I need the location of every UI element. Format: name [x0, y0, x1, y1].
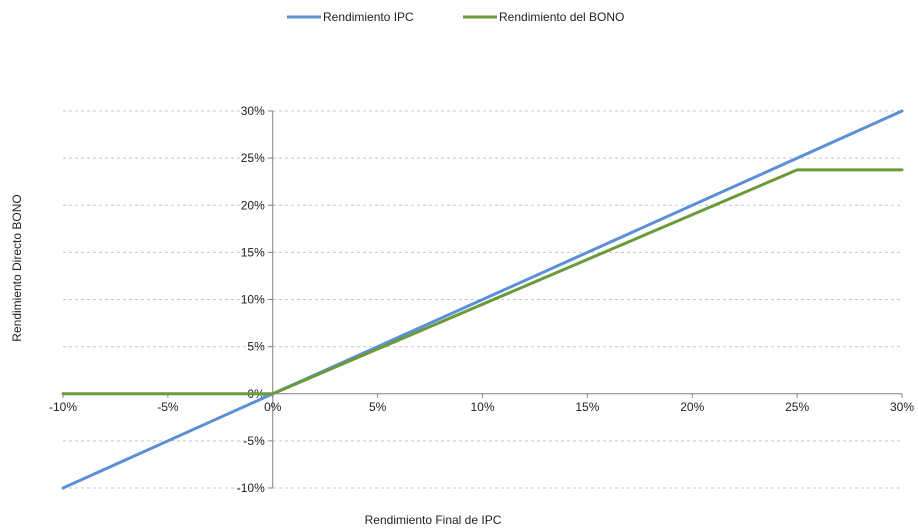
x-tick-label: 15% — [575, 400, 599, 414]
series-lines — [61, 109, 904, 490]
legend-label: Rendimiento del BONO — [499, 10, 624, 24]
legend-label: Rendimiento IPC — [323, 10, 414, 24]
y-tick-label: -10% — [237, 481, 265, 495]
y-tick-label: 30% — [241, 104, 265, 118]
y-tick-label: 25% — [241, 151, 265, 165]
grid-lines — [63, 110, 902, 489]
y-tick-label: 15% — [241, 245, 265, 259]
y-tick-label: -5% — [243, 434, 265, 448]
axes: -10%-5%0%5%10%15%20%25%30%-10% -5% 0% 5% 10%… — [49, 104, 914, 495]
x-tick-label: 0% — [264, 400, 282, 414]
x-tick-label: 30% — [890, 400, 914, 414]
x-tick-label: 25% — [785, 400, 809, 414]
y-tick-label: 5% — [247, 340, 265, 354]
legend: Rendimiento IPC Rendimiento del BONO — [287, 10, 624, 24]
x-tick-label: 5% — [369, 400, 387, 414]
x-tick-label: 10% — [470, 400, 494, 414]
x-axis-title: Rendimiento Final de IPC — [365, 513, 502, 527]
x-tick-label: -5% — [157, 400, 179, 414]
x-tick-label: 20% — [680, 400, 704, 414]
series-line-bono — [61, 168, 904, 396]
y-tick-label: 10% — [241, 293, 265, 307]
series-line-ipc — [61, 109, 904, 490]
y-tick-label: 20% — [241, 198, 265, 212]
y-axis-title: Rendimiento Directo BONO — [10, 194, 24, 341]
x-tick-label: -10% — [49, 400, 77, 414]
